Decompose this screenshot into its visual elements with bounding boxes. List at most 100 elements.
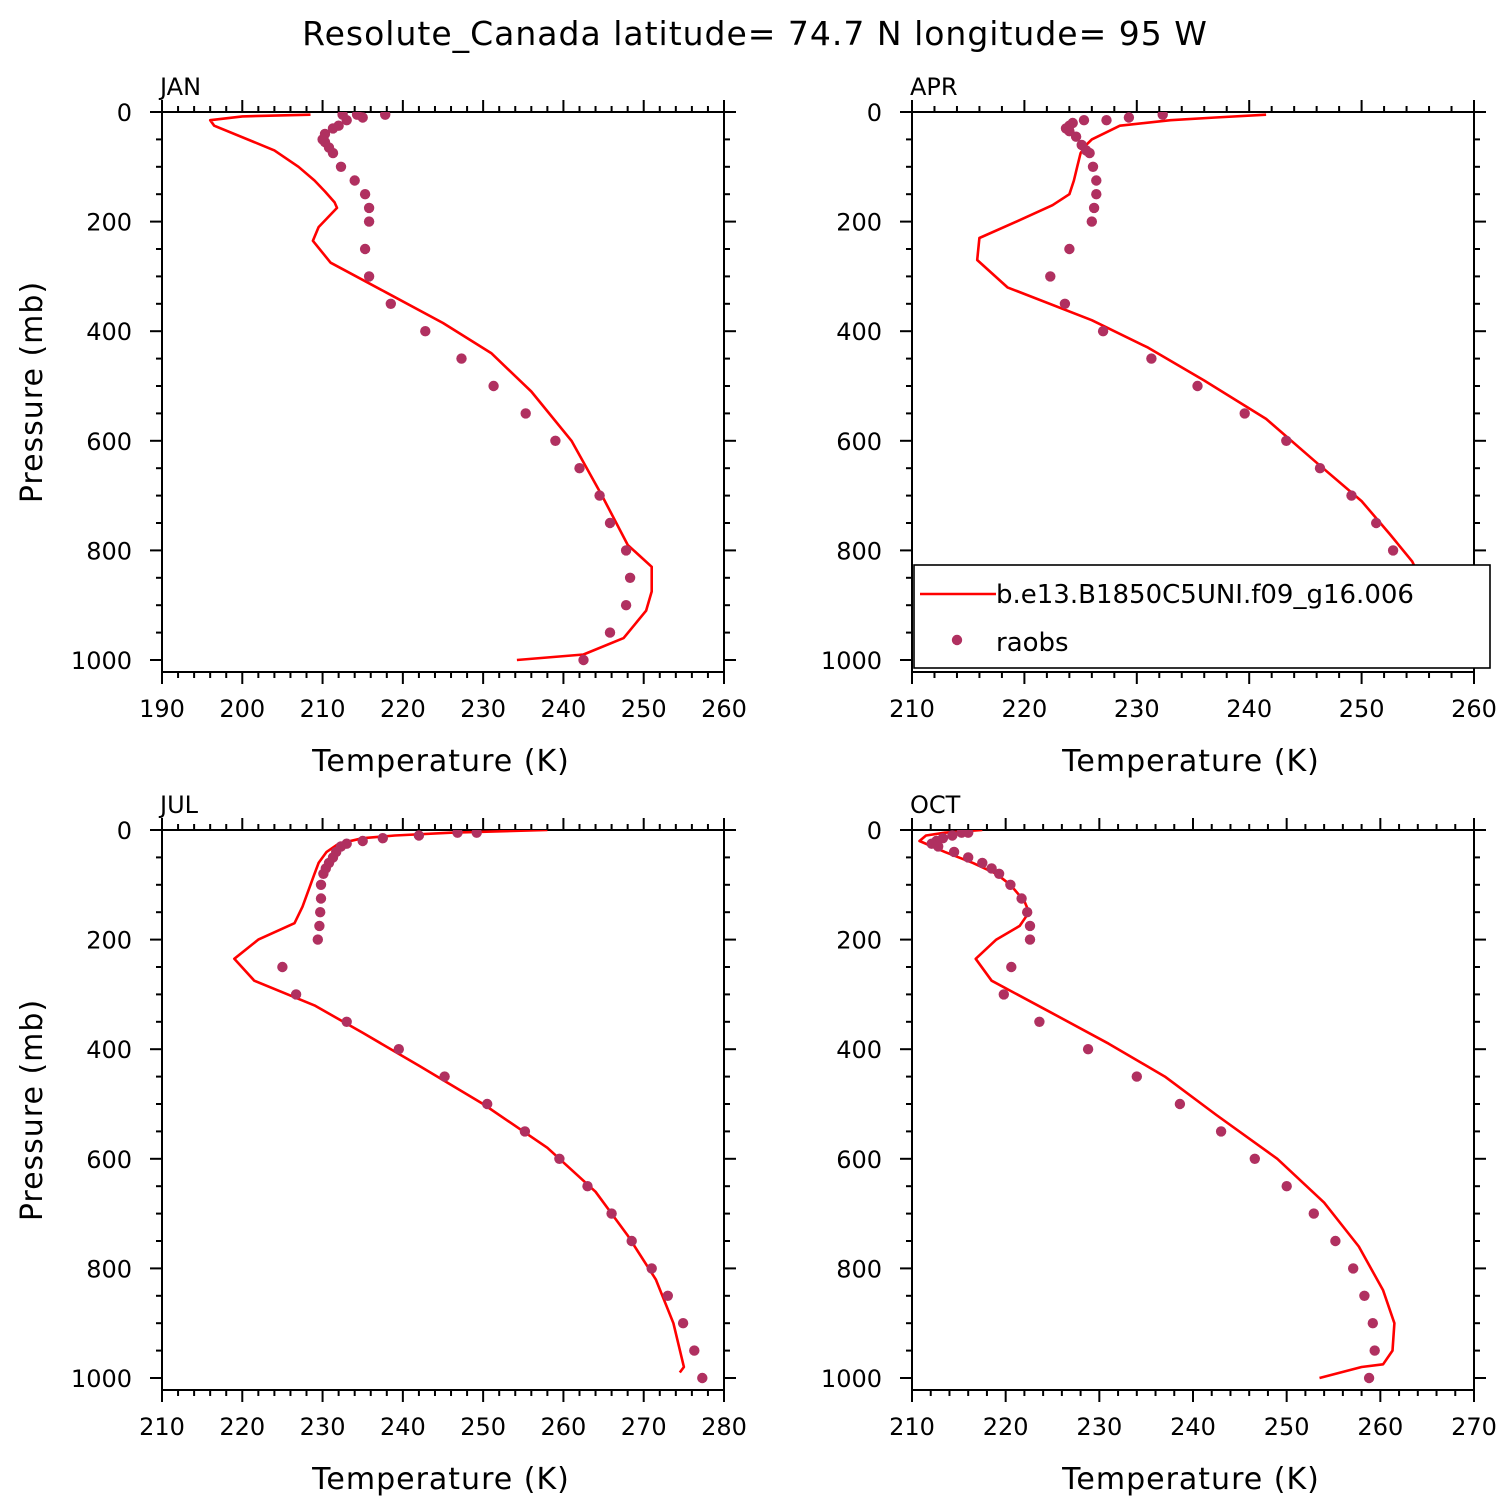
raobs-point — [582, 1181, 593, 1192]
x-tick-label: 270 — [1451, 1413, 1497, 1441]
raobs-point — [314, 920, 325, 932]
raobs-point — [1371, 517, 1382, 529]
raobs-point — [574, 463, 585, 474]
legend-label: raobs — [996, 628, 1069, 658]
raobs-point — [413, 830, 425, 841]
x-tick-label: 220 — [380, 695, 426, 723]
plot-frame — [161, 829, 725, 1391]
y-tick-label: 400 — [86, 318, 132, 346]
raobs-point — [1070, 131, 1082, 142]
model-profile-line — [918, 830, 1396, 1380]
raobs-point — [977, 857, 988, 869]
raobs-point — [327, 147, 339, 159]
x-tick-label: 250 — [1339, 695, 1385, 723]
raobs-point — [1174, 1098, 1186, 1110]
raobs-point — [1091, 175, 1102, 186]
x-tick-label: 240 — [380, 1413, 426, 1441]
raobs-point — [1363, 1372, 1375, 1384]
x-tick-label: 210 — [300, 695, 346, 723]
panel-label: APR — [910, 73, 958, 101]
raobs-point — [456, 353, 467, 364]
raobs-point — [1308, 1208, 1320, 1219]
raobs-point — [359, 189, 371, 200]
y-tick-label: 0 — [867, 817, 882, 845]
raobs-point — [594, 490, 605, 501]
raobs-point — [318, 868, 329, 879]
raobs-point — [1387, 545, 1399, 556]
raobs-point — [1087, 161, 1099, 172]
panel-apr: 210 220 230 240 250 260 0 200 400 600 800 1000 APR Te… — [821, 73, 1497, 779]
raobs-point — [662, 1290, 673, 1302]
raobs-point — [1078, 115, 1090, 126]
x-tick-label: 210 — [889, 1413, 935, 1441]
y-tick-label: 600 — [86, 1146, 132, 1174]
raobs-point — [1367, 1318, 1379, 1329]
plot-area — [208, 112, 653, 666]
raobs-point — [646, 1263, 657, 1274]
x-tick-label: 220 — [219, 1413, 265, 1441]
raobs-point — [363, 202, 375, 214]
raobs-point — [471, 830, 482, 838]
raobs-point — [1131, 1071, 1143, 1082]
raobs-point — [1369, 1345, 1380, 1356]
raobs-point — [341, 115, 352, 126]
x-tick-label: 270 — [621, 1413, 667, 1441]
x-axis-title: Temperature (K) — [1061, 744, 1320, 779]
model-profile-line — [233, 830, 686, 1374]
panel-label: OCT — [910, 791, 961, 819]
raobs-point — [359, 243, 371, 255]
raobs-point — [519, 1126, 531, 1137]
raobs-point — [1239, 408, 1250, 419]
raobs-point — [624, 572, 636, 583]
raobs-point — [357, 112, 368, 123]
raobs-point — [1157, 112, 1168, 120]
legend-label: b.e13.B1850C5UNI.f09_g16.006 — [996, 580, 1414, 610]
x-tick-label: 230 — [1114, 695, 1160, 723]
x-tick-label: 240 — [541, 695, 587, 723]
y-axis-title: Pressure (mb) — [15, 999, 50, 1221]
raobs-point — [452, 830, 463, 838]
raobs-point — [363, 271, 375, 282]
x-tick-label: 210 — [139, 1413, 185, 1441]
y-tick-label: 400 — [836, 318, 882, 346]
raobs-point — [677, 1318, 689, 1329]
y-tick-label: 0 — [117, 99, 132, 127]
raobs-point — [604, 517, 616, 529]
raobs-point — [277, 961, 288, 973]
raobs-point — [377, 833, 388, 844]
raobs-point — [1016, 893, 1027, 904]
raobs-point — [315, 907, 326, 918]
raobs-point — [1281, 435, 1292, 446]
raobs-point — [1005, 879, 1016, 890]
raobs-point — [620, 545, 632, 556]
raobs-point — [385, 298, 396, 309]
legend-marker-swatch — [951, 634, 963, 646]
raobs-point — [697, 1372, 708, 1384]
raobs-point — [1088, 202, 1100, 214]
y-tick-label: 600 — [836, 1146, 882, 1174]
x-tick-label: 260 — [541, 1413, 587, 1441]
raobs-point — [1192, 380, 1203, 392]
raobs-point — [363, 216, 375, 227]
raobs-point — [947, 830, 958, 841]
y-tick-label: 200 — [86, 209, 132, 237]
raobs-point — [1359, 1290, 1370, 1302]
raobs-point — [933, 841, 944, 852]
panel-jan: 190 200 210 220 230 240 250 260 0 200 400 600 800 100… — [15, 73, 747, 779]
raobs-point — [341, 1016, 352, 1027]
raobs-point — [1249, 1153, 1261, 1165]
y-tick-label: 600 — [836, 428, 882, 456]
y-tick-label: 0 — [117, 817, 132, 845]
y-tick-label: 400 — [86, 1036, 132, 1064]
x-tick-label: 260 — [1451, 695, 1497, 723]
x-tick-label: 210 — [889, 695, 935, 723]
x-tick-label: 240 — [1226, 695, 1272, 723]
raobs-point — [1097, 326, 1109, 337]
y-tick-label: 200 — [86, 927, 132, 955]
raobs-point — [1084, 147, 1095, 159]
y-tick-label: 200 — [836, 209, 882, 237]
raobs-point — [1101, 115, 1112, 126]
raobs-point — [956, 830, 967, 838]
